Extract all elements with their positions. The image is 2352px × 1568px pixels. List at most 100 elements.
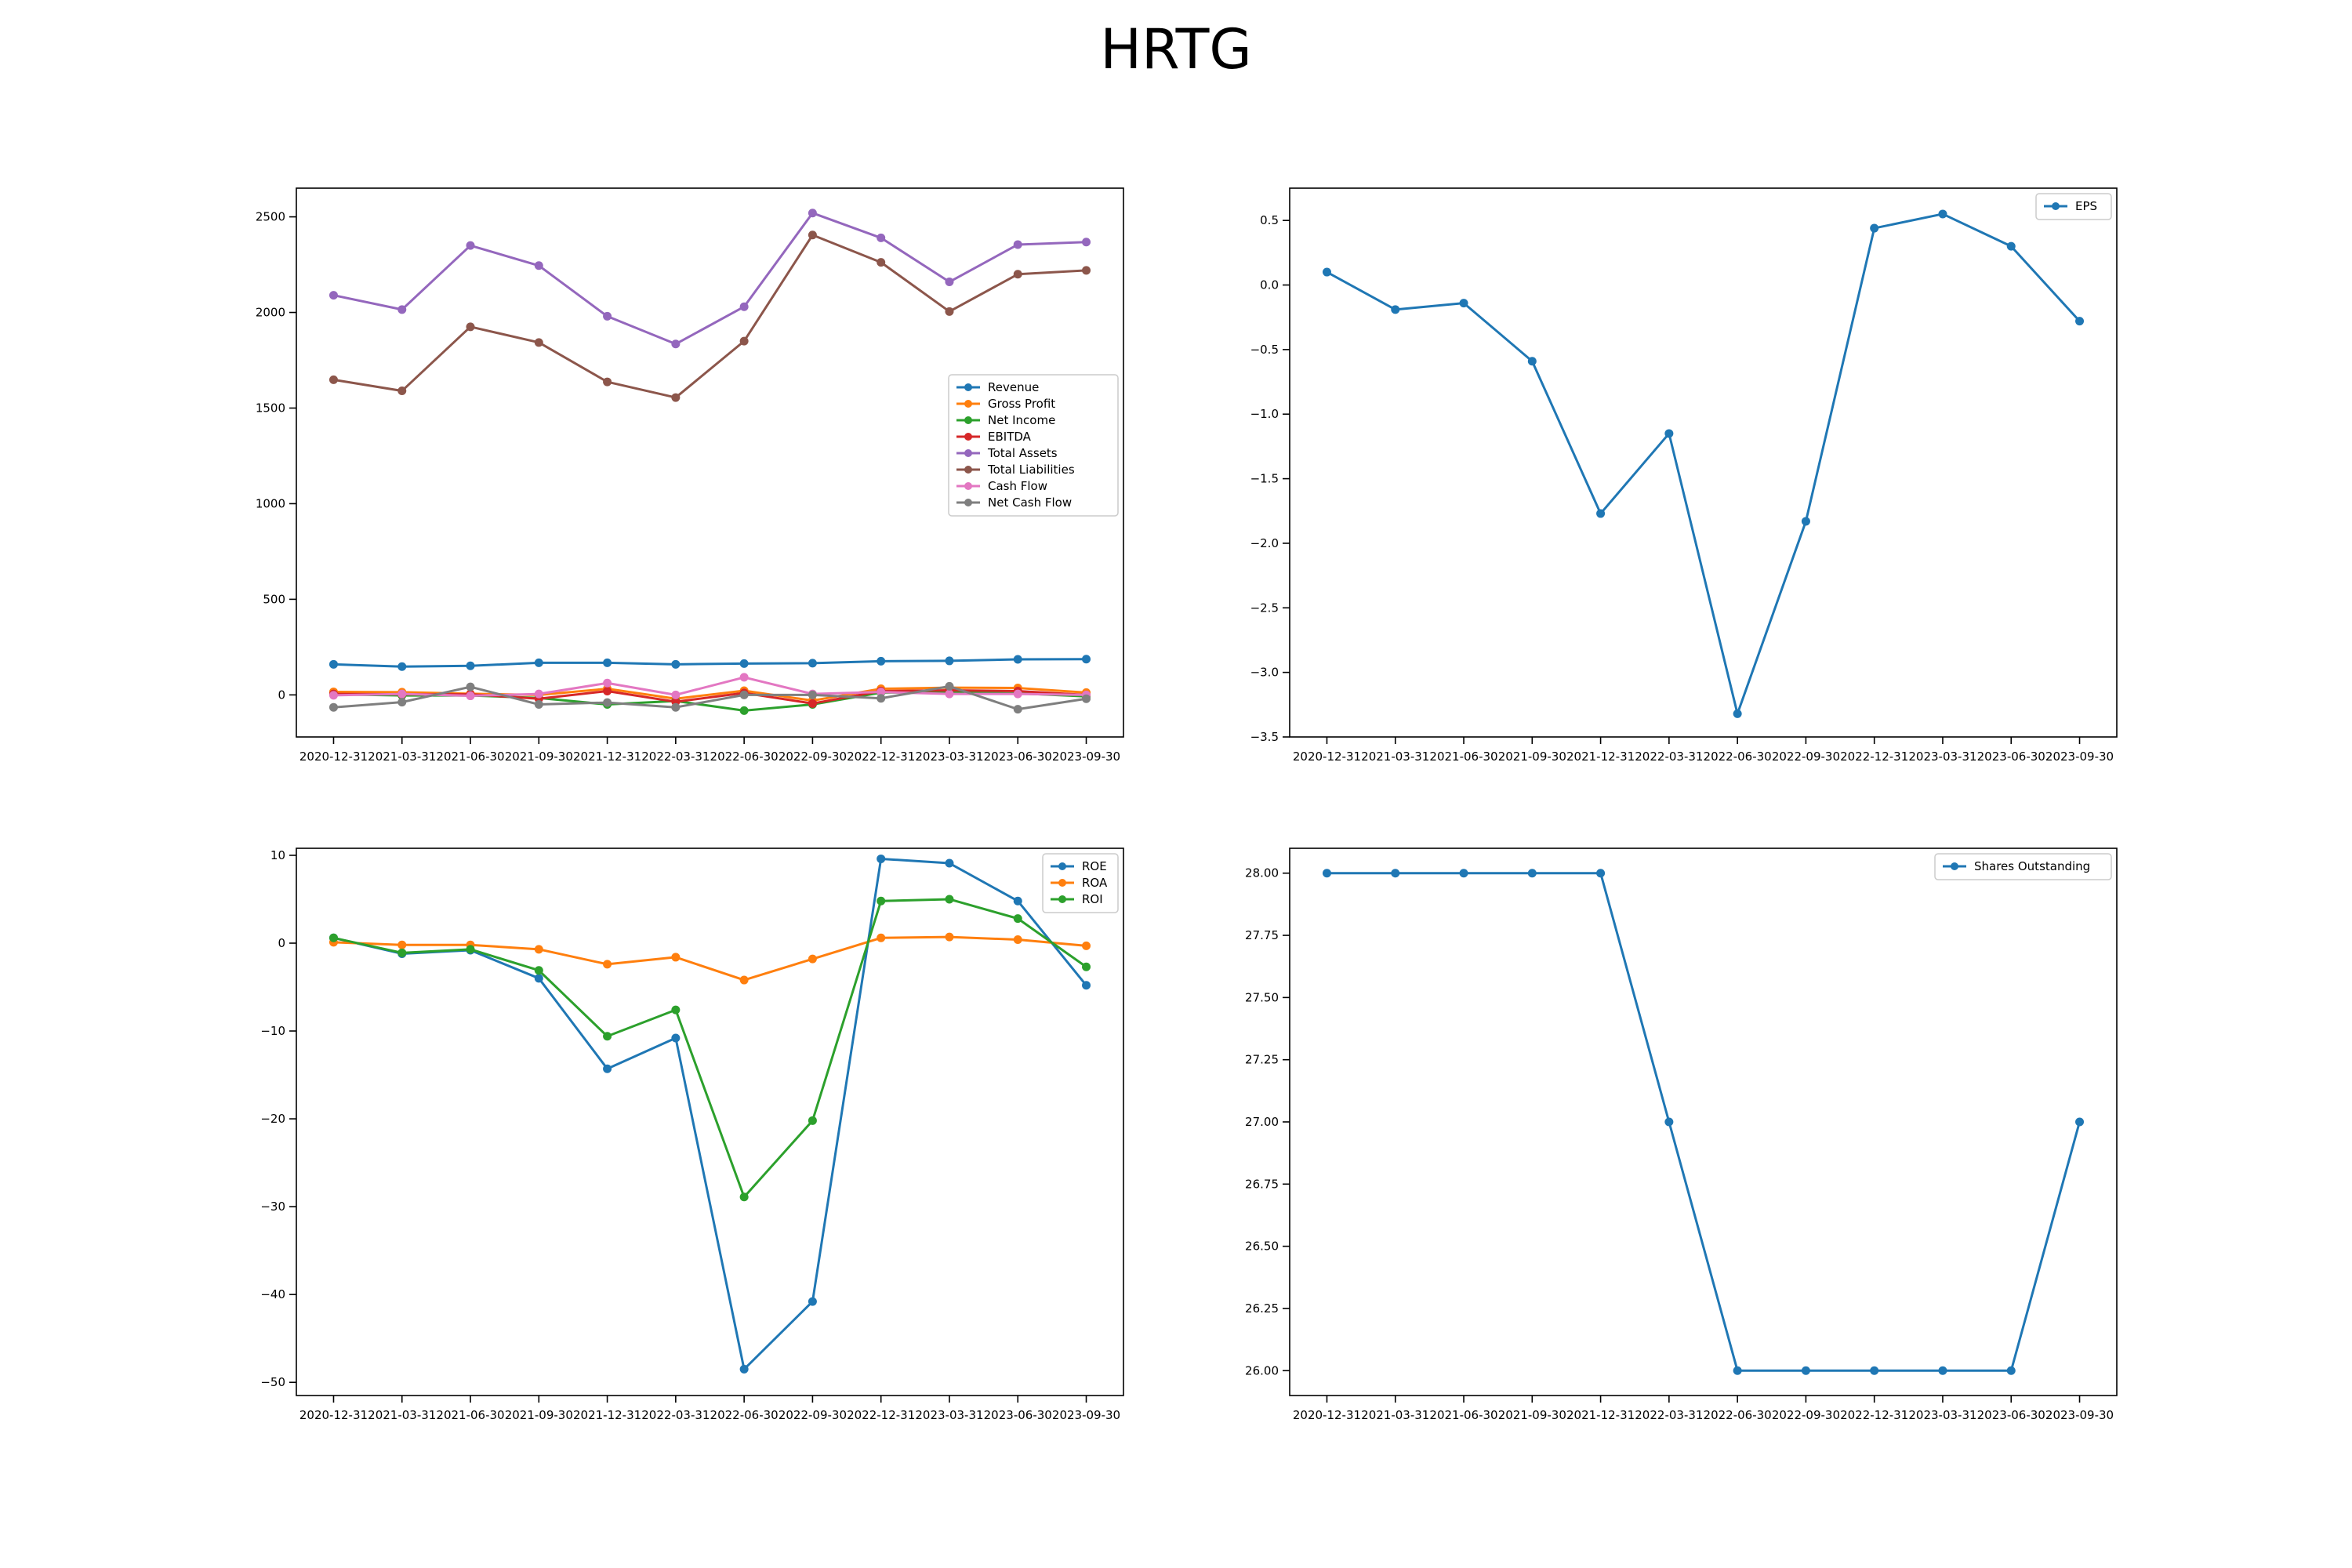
x-tick-label: 2022-12-31 — [847, 1408, 915, 1422]
data-point — [1322, 869, 1331, 878]
data-point — [1391, 869, 1400, 878]
data-point — [945, 656, 954, 666]
y-tick-label: −0.5 — [1250, 343, 1279, 357]
y-tick-label: −10 — [260, 1024, 285, 1038]
data-point — [808, 690, 817, 699]
x-tick-label: 2023-06-30 — [1977, 1408, 2045, 1422]
data-point — [397, 662, 407, 671]
data-point — [328, 702, 338, 712]
y-tick-label: 27.25 — [1245, 1053, 1279, 1067]
y-tick-label: 26.25 — [1245, 1301, 1279, 1316]
legend: Shares Outstanding — [1934, 853, 2112, 880]
y-tick-label: −3.0 — [1250, 666, 1279, 680]
series-total-assets — [328, 209, 1091, 349]
legend-marker — [964, 400, 972, 408]
x-tick-label: 2023-09-30 — [1052, 750, 1120, 764]
x-tick-label: 2021-12-31 — [1566, 1408, 1635, 1422]
x-tick-label: 2023-03-31 — [1908, 750, 1976, 764]
x-tick-label: 2022-03-31 — [641, 1408, 710, 1422]
data-point — [1013, 896, 1022, 906]
data-point — [739, 1192, 749, 1202]
series-line — [1327, 872, 2081, 1372]
data-point — [1801, 1366, 1810, 1375]
legend-marker — [964, 433, 972, 441]
data-point — [877, 656, 886, 666]
data-point — [1938, 1366, 1947, 1375]
data-point — [945, 895, 954, 904]
y-tick-label: 2500 — [256, 210, 285, 224]
data-point — [739, 659, 749, 668]
data-point — [808, 1116, 817, 1125]
data-point — [1596, 869, 1606, 878]
data-point — [603, 658, 612, 667]
data-point — [1870, 223, 1879, 233]
data-point — [671, 339, 681, 349]
legend-label: ROE — [1082, 859, 1107, 873]
chart-eps: −3.5 −3.0 −2.5 −2.0 −1.5 −1.0 −0.5 0.0 0.5 2020-1… — [1250, 187, 2118, 764]
legend-label: EBITDA — [988, 430, 1032, 444]
data-point — [739, 302, 749, 311]
data-point — [397, 689, 407, 699]
data-point — [1082, 962, 1091, 971]
data-point — [739, 690, 749, 699]
series-line — [333, 684, 1087, 711]
data-point — [603, 698, 612, 707]
y-tick-label: 26.00 — [1245, 1363, 1279, 1377]
data-point — [1013, 240, 1022, 249]
x-tick-label: 2020-12-31 — [299, 750, 368, 764]
legend-marker — [964, 499, 972, 506]
data-point — [739, 975, 749, 985]
x-tick-label: 2022-09-30 — [1772, 1408, 1840, 1422]
x-tick-label: 2021-03-31 — [368, 1408, 436, 1422]
data-point — [945, 681, 954, 691]
data-point — [1527, 357, 1537, 366]
data-point — [671, 393, 681, 402]
data-point — [2006, 241, 2016, 251]
y-tick-label: −40 — [260, 1287, 285, 1301]
data-point — [603, 678, 612, 688]
x-tick-label: 2021-09-30 — [505, 750, 573, 764]
legend-marker — [964, 416, 972, 424]
data-point — [1013, 655, 1022, 664]
y-tick-label: −20 — [260, 1112, 285, 1126]
legend-label: Total Assets — [987, 446, 1058, 460]
x-tick-label: 2021-06-30 — [436, 750, 504, 764]
x-tick-label: 2022-12-31 — [847, 750, 915, 764]
data-point — [945, 278, 954, 287]
data-point — [603, 377, 612, 387]
data-point — [466, 691, 475, 701]
data-point — [1801, 517, 1810, 526]
legend-label: Total Liabilities — [987, 463, 1075, 477]
x-tick-label: 2022-03-31 — [1635, 750, 1703, 764]
data-point — [739, 673, 749, 682]
x-tick-label: 2021-06-30 — [436, 1408, 504, 1422]
legend-marker — [964, 449, 972, 457]
data-point — [603, 1064, 612, 1073]
data-point — [534, 974, 543, 983]
series-line — [333, 212, 1087, 346]
x-tick-label: 2021-12-31 — [573, 1408, 641, 1422]
legend-label: Net Income — [988, 413, 1055, 427]
data-point — [328, 375, 338, 384]
axes-frame — [1289, 187, 2118, 738]
chart-shares-outstanding: 26.00 26.25 26.50 26.75 27.00 27.25 27.50 27.75… — [1245, 848, 2118, 1422]
x-tick-label: 2023-09-30 — [2045, 750, 2114, 764]
x-tick-label: 2023-06-30 — [984, 750, 1052, 764]
data-point — [1733, 1366, 1742, 1375]
data-point — [466, 945, 475, 954]
data-point — [1322, 267, 1331, 277]
x-tick-label: 2022-06-30 — [710, 750, 779, 764]
legend-box — [2035, 193, 2112, 220]
data-point — [945, 307, 954, 316]
legend-box — [1934, 853, 2112, 880]
x-tick-label: 2021-06-30 — [1429, 750, 1497, 764]
legend: ROE ROA ROI — [1042, 853, 1119, 913]
data-point — [1082, 655, 1091, 664]
x-tick-label: 2022-03-31 — [1635, 1408, 1703, 1422]
y-tick-label: 27.00 — [1245, 1115, 1279, 1129]
series-roe — [328, 854, 1091, 1374]
data-point — [1459, 869, 1468, 878]
data-point — [603, 960, 612, 969]
axes-frame — [296, 187, 1124, 738]
